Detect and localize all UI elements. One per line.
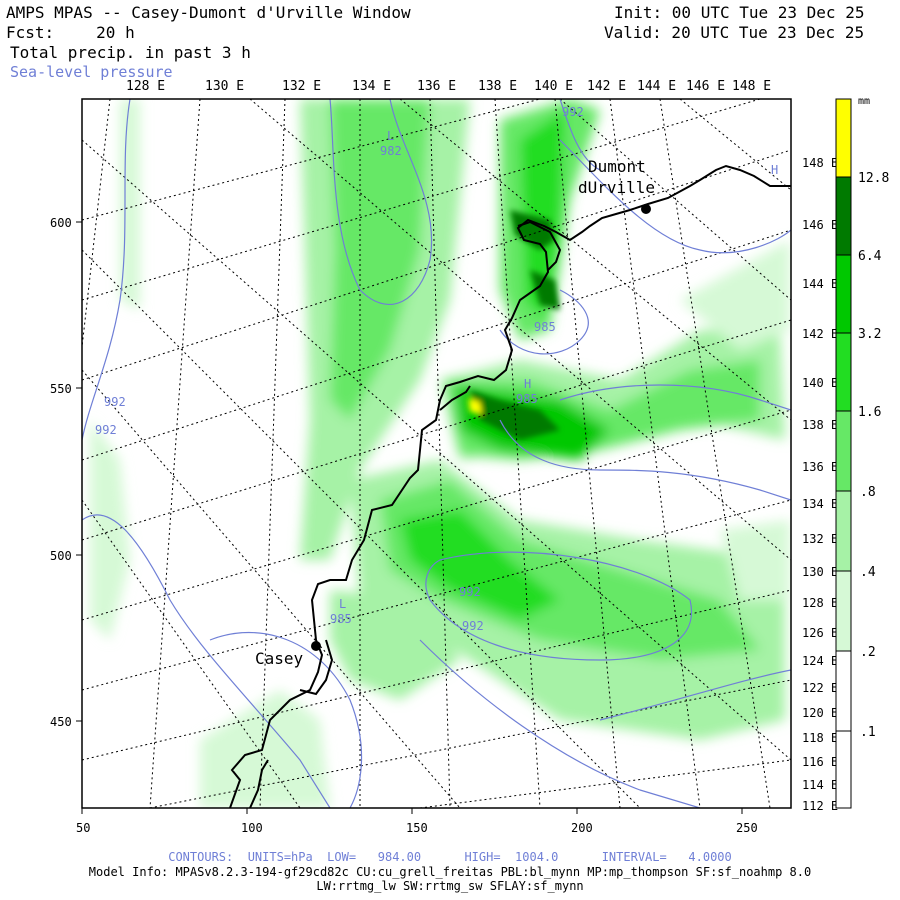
colorbar-swatch [836, 255, 851, 333]
colorbar-label: 3.2 [858, 327, 881, 342]
right-lon-label: 112 E [802, 799, 838, 813]
contour-label: 982 [380, 144, 402, 158]
top-lon-label: 144 E [637, 79, 676, 94]
contour-label: 992 [104, 395, 126, 409]
colorbar-label: .8 [860, 485, 876, 500]
map-panel [82, 99, 791, 808]
x-tick-label: 100 [241, 821, 263, 835]
y-tick-label: 550 [50, 382, 72, 396]
top-lon-label: 132 E [282, 79, 321, 94]
colorbar-swatch [836, 731, 851, 808]
forecast-label-text: Fcst: [6, 23, 55, 42]
model-info-line1: Model Info: MPASv8.2.3-194-gf29cd82c CU:… [88, 865, 812, 879]
colorbar: mm 12.8 6.4 3.2 1.6 .8 .4 .2 .1 [835, 96, 889, 809]
right-lon-label: 120 E [802, 706, 838, 720]
contour-label: 992 [562, 105, 584, 119]
overlay-name: Sea-level pressure [10, 63, 173, 81]
right-lon-label: 130 E [802, 565, 838, 579]
top-lon-label: 138 E [478, 79, 517, 94]
right-lon-labels: 148 E 146 E 144 E 142 E 140 E 138 E 136 … [802, 156, 838, 813]
contour-label: 985 [330, 612, 352, 626]
colorbar-label: .1 [860, 725, 876, 740]
right-lon-label: 146 E [802, 218, 838, 232]
right-lon-label: 122 E [802, 681, 838, 695]
valid-time: Valid: 20 UTC Tue 23 Dec 25 [604, 23, 865, 42]
top-lon-label: 140 E [534, 79, 573, 94]
high-mark: H [524, 377, 531, 391]
high-mark: H [771, 163, 778, 177]
right-lon-label: 138 E [802, 418, 838, 432]
colorbar-unit: mm [858, 96, 870, 107]
contour-info: CONTOURS: UNITS=hPa LOW= 984.00 HIGH= 10… [168, 850, 732, 864]
right-lon-label: 148 E [802, 156, 838, 170]
top-lon-label: 136 E [417, 79, 456, 94]
right-lon-label: 118 E [802, 731, 838, 745]
contour-label: 985 [516, 392, 538, 406]
y-tick-label: 600 [50, 216, 72, 230]
colorbar-label: 12.8 [858, 171, 889, 186]
y-tick-label: 450 [50, 715, 72, 729]
dumont-station-marker [641, 204, 651, 214]
low-mark: L [387, 129, 394, 143]
right-lon-label: 144 E [802, 277, 838, 291]
x-tick-label: 150 [406, 821, 428, 835]
colorbar-swatch [836, 571, 851, 651]
top-lon-label: 134 E [352, 79, 391, 94]
right-lon-label: 140 E [802, 376, 838, 390]
right-lon-label: 114 E [802, 778, 838, 792]
top-lon-label: 130 E [205, 79, 244, 94]
top-lon-label: 142 E [587, 79, 626, 94]
graticule [82, 99, 791, 808]
x-tick-label: 250 [736, 821, 758, 835]
map-frame [81, 98, 792, 809]
right-lon-label: 142 E [802, 327, 838, 341]
colorbar-label: 6.4 [858, 249, 882, 264]
right-lon-label: 126 E [802, 626, 838, 640]
colorbar-frame [835, 98, 852, 809]
contour-label: 992 [95, 423, 117, 437]
dumont-label-line1: Dumont [588, 157, 646, 176]
forecast-label: Fcst: 20 h [6, 24, 135, 42]
right-lon-label: 116 E [802, 755, 838, 769]
dumont-label-line2: dUrville [578, 178, 655, 197]
colorbar-swatch [836, 177, 851, 255]
colorbar-swatch [836, 491, 851, 571]
low-mark: L [339, 597, 346, 611]
field-name: Total precip. in past 3 h [10, 43, 251, 62]
colorbar-label: 1.6 [858, 405, 881, 420]
colorbar-swatch [836, 651, 851, 731]
init-time: Init: 00 UTC Tue 23 Dec 25 [614, 3, 865, 22]
tick-marks [76, 221, 743, 814]
contour-label: 992 [459, 585, 481, 599]
grid-ticks: 50 100 150 200 250 600 550 500 450 [50, 216, 758, 835]
right-lon-label: 134 E [802, 497, 838, 511]
map-title: AMPS MPAS -- Casey-Dumont d'Urville Wind… [6, 3, 411, 22]
casey-station-marker [311, 641, 321, 651]
colorbar-label: .4 [860, 565, 876, 580]
y-tick-label: 500 [50, 549, 72, 563]
right-lon-label: 124 E [802, 654, 838, 668]
pressure-labels: 982 992 992 992 985 985 992 992 985 L H … [95, 105, 778, 633]
right-lon-label: 128 E [802, 596, 838, 610]
colorbar-swatch [836, 411, 851, 491]
top-lon-label: 148 E [732, 79, 771, 94]
top-lon-label: 146 E [686, 79, 725, 94]
forecast-hours: 20 h [96, 23, 135, 42]
right-lon-label: 132 E [802, 532, 838, 546]
top-lon-labels: 128 E 130 E 132 E 134 E 136 E 138 E 140 … [126, 79, 771, 94]
contour-label: 992 [462, 619, 484, 633]
casey-label: Casey [255, 649, 304, 668]
top-lon-label: 128 E [126, 79, 165, 94]
colorbar-swatch [836, 99, 851, 177]
x-tick-label: 200 [571, 821, 593, 835]
colorbar-swatch [836, 333, 851, 411]
right-lon-label: 136 E [802, 460, 838, 474]
model-info-line2: LW:rrtmg_lw SW:rrtmg_sw SFLAY:sf_mynn [316, 879, 584, 893]
x-tick-label: 50 [76, 821, 90, 835]
contour-label: 985 [534, 320, 556, 334]
colorbar-label: .2 [860, 645, 876, 660]
pressure-contours [82, 99, 791, 808]
